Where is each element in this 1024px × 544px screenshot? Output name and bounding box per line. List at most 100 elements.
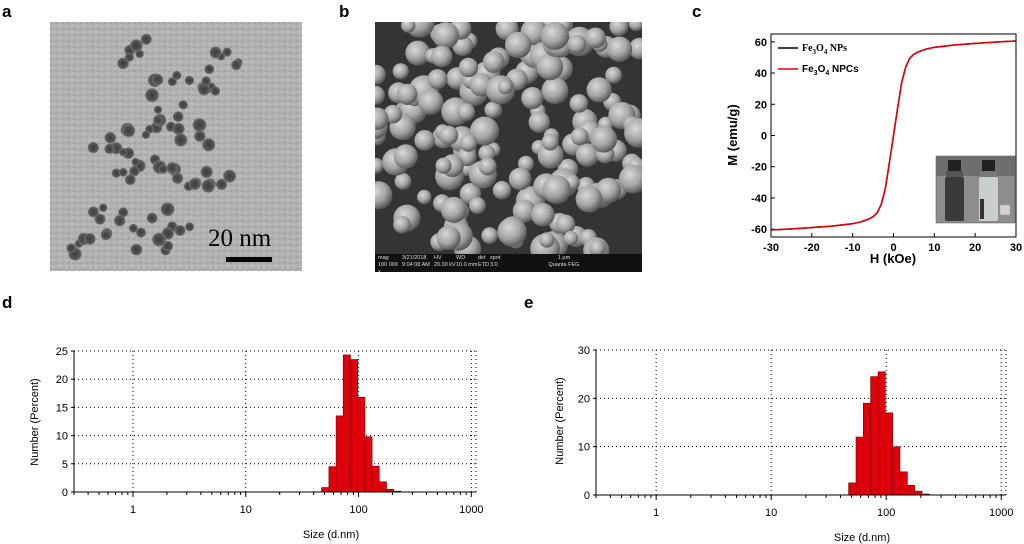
tem-particle bbox=[129, 223, 138, 233]
y-tick-label: 0 bbox=[62, 487, 68, 499]
sem-particle bbox=[469, 197, 486, 214]
histogram-bar bbox=[350, 359, 359, 493]
tem-particle bbox=[174, 225, 186, 236]
sem-particle bbox=[405, 40, 431, 66]
tem-particle bbox=[172, 172, 184, 184]
tem-particle bbox=[130, 39, 143, 52]
y-tick-label: 40 bbox=[755, 68, 767, 80]
sem-particle bbox=[427, 69, 448, 90]
y-tick-label: -20 bbox=[751, 162, 767, 174]
tem-particle bbox=[178, 100, 188, 110]
legend-label-nps: Fe3O4 NPs bbox=[802, 43, 847, 56]
histogram-bar bbox=[328, 466, 337, 493]
sem-particle bbox=[375, 85, 385, 105]
sem-particle bbox=[539, 232, 555, 248]
sem-info-header: WD bbox=[456, 255, 466, 261]
sem-particle bbox=[536, 53, 564, 81]
sem-particle bbox=[457, 103, 476, 121]
sem-info-value: 9:04:08 AM bbox=[402, 262, 430, 268]
sem-particle bbox=[508, 167, 532, 191]
sem-image-graphic bbox=[375, 22, 642, 264]
histogram-bar bbox=[862, 402, 871, 496]
sem-particle bbox=[438, 125, 459, 145]
y-tick-label: 20 bbox=[755, 99, 767, 111]
tem-particle bbox=[140, 33, 152, 45]
sem-particle bbox=[497, 79, 513, 95]
y-tick-label: 10 bbox=[578, 442, 590, 454]
histogram-bar bbox=[892, 446, 901, 496]
sem-particle bbox=[586, 77, 612, 103]
sem-info-bar: mag 3/21/2018 HV WD det spot 1 µm 100 000 x 9:0… bbox=[375, 254, 642, 272]
sem-info-values: 100 000 x 9:04:08 AM 20.00 kV 10.0 mm ETD 3.0… bbox=[375, 262, 642, 272]
sem-particle bbox=[624, 118, 642, 148]
x-tick-label: 100 bbox=[349, 504, 367, 516]
sem-particle bbox=[375, 157, 384, 174]
tem-particle bbox=[83, 233, 96, 245]
sem-particle bbox=[459, 134, 478, 152]
x-tick-label: 0 bbox=[890, 242, 896, 254]
x-tick-label: 30 bbox=[1010, 242, 1022, 254]
tem-particle bbox=[141, 130, 150, 139]
sem-info-header: 3/21/2018 bbox=[402, 255, 427, 261]
tem-particle bbox=[201, 179, 215, 193]
sem-particle bbox=[375, 107, 389, 130]
sem-particle bbox=[542, 175, 571, 204]
x-tick-label: -20 bbox=[804, 242, 820, 254]
x-tick-label: 1000 bbox=[989, 507, 1013, 519]
sem-particle bbox=[436, 225, 461, 250]
tem-particle bbox=[122, 124, 136, 138]
sem-particle bbox=[401, 22, 416, 33]
tem-particle bbox=[153, 105, 163, 114]
panel-label-e: e bbox=[524, 293, 534, 312]
size-distribution-chart-e: 1 10 100 1000 0 10 20 30 Size (d.nm) Number (Pe… bbox=[554, 345, 1013, 544]
sem-particle bbox=[440, 196, 467, 223]
histogram-bar bbox=[906, 485, 915, 496]
sem-particle bbox=[396, 83, 418, 105]
tem-particle bbox=[209, 46, 222, 59]
y-axis-label: M (emu/g) bbox=[725, 104, 740, 165]
sem-particle bbox=[482, 51, 505, 73]
sem-particle bbox=[393, 215, 411, 234]
sem-particle bbox=[392, 63, 409, 80]
histogram-bar bbox=[899, 471, 908, 496]
tem-particle bbox=[130, 243, 143, 256]
sem-particle bbox=[481, 227, 498, 244]
histogram-bar bbox=[848, 482, 857, 496]
sem-particle bbox=[492, 181, 512, 200]
sem-info-value: 3.0 bbox=[490, 262, 498, 268]
tem-particle bbox=[197, 82, 211, 96]
tem-particle bbox=[215, 178, 228, 190]
sem-particle bbox=[375, 181, 393, 210]
sem-info-header: mag bbox=[378, 255, 389, 261]
histogram-bar bbox=[335, 415, 344, 493]
tem-particle bbox=[188, 178, 201, 190]
sem-particle bbox=[430, 45, 453, 68]
tem-particle bbox=[210, 86, 221, 96]
tem-particle bbox=[119, 148, 128, 157]
y-axis-label: Number (Percent) bbox=[554, 377, 566, 464]
tem-particle bbox=[87, 142, 99, 154]
y-tick-label: 15 bbox=[56, 402, 68, 414]
sem-info-header: det bbox=[478, 255, 486, 261]
histogram-bar bbox=[371, 465, 380, 493]
y-tick-label: 25 bbox=[56, 346, 68, 358]
sem-particle bbox=[528, 111, 550, 133]
tem-particle bbox=[146, 212, 158, 224]
histogram-bar bbox=[855, 436, 864, 496]
x-tick-label: 10 bbox=[928, 242, 940, 254]
sem-particle bbox=[393, 144, 418, 169]
sem-particle bbox=[575, 143, 600, 167]
tem-particle bbox=[118, 207, 129, 218]
tem-particle bbox=[202, 138, 216, 152]
sem-particle bbox=[418, 89, 444, 115]
sem-particle bbox=[585, 27, 606, 49]
tem-particle bbox=[99, 203, 108, 212]
legend-label-npcs: Fe3O4 NPCs bbox=[802, 64, 859, 77]
histogram-bar bbox=[870, 376, 879, 496]
x-tick-label: -30 bbox=[763, 242, 779, 254]
y-tick-label: 0 bbox=[584, 490, 590, 502]
sem-particle bbox=[628, 37, 642, 60]
x-tick-label: 1000 bbox=[459, 504, 483, 516]
tem-particle bbox=[129, 166, 140, 177]
tem-particle bbox=[166, 162, 178, 174]
